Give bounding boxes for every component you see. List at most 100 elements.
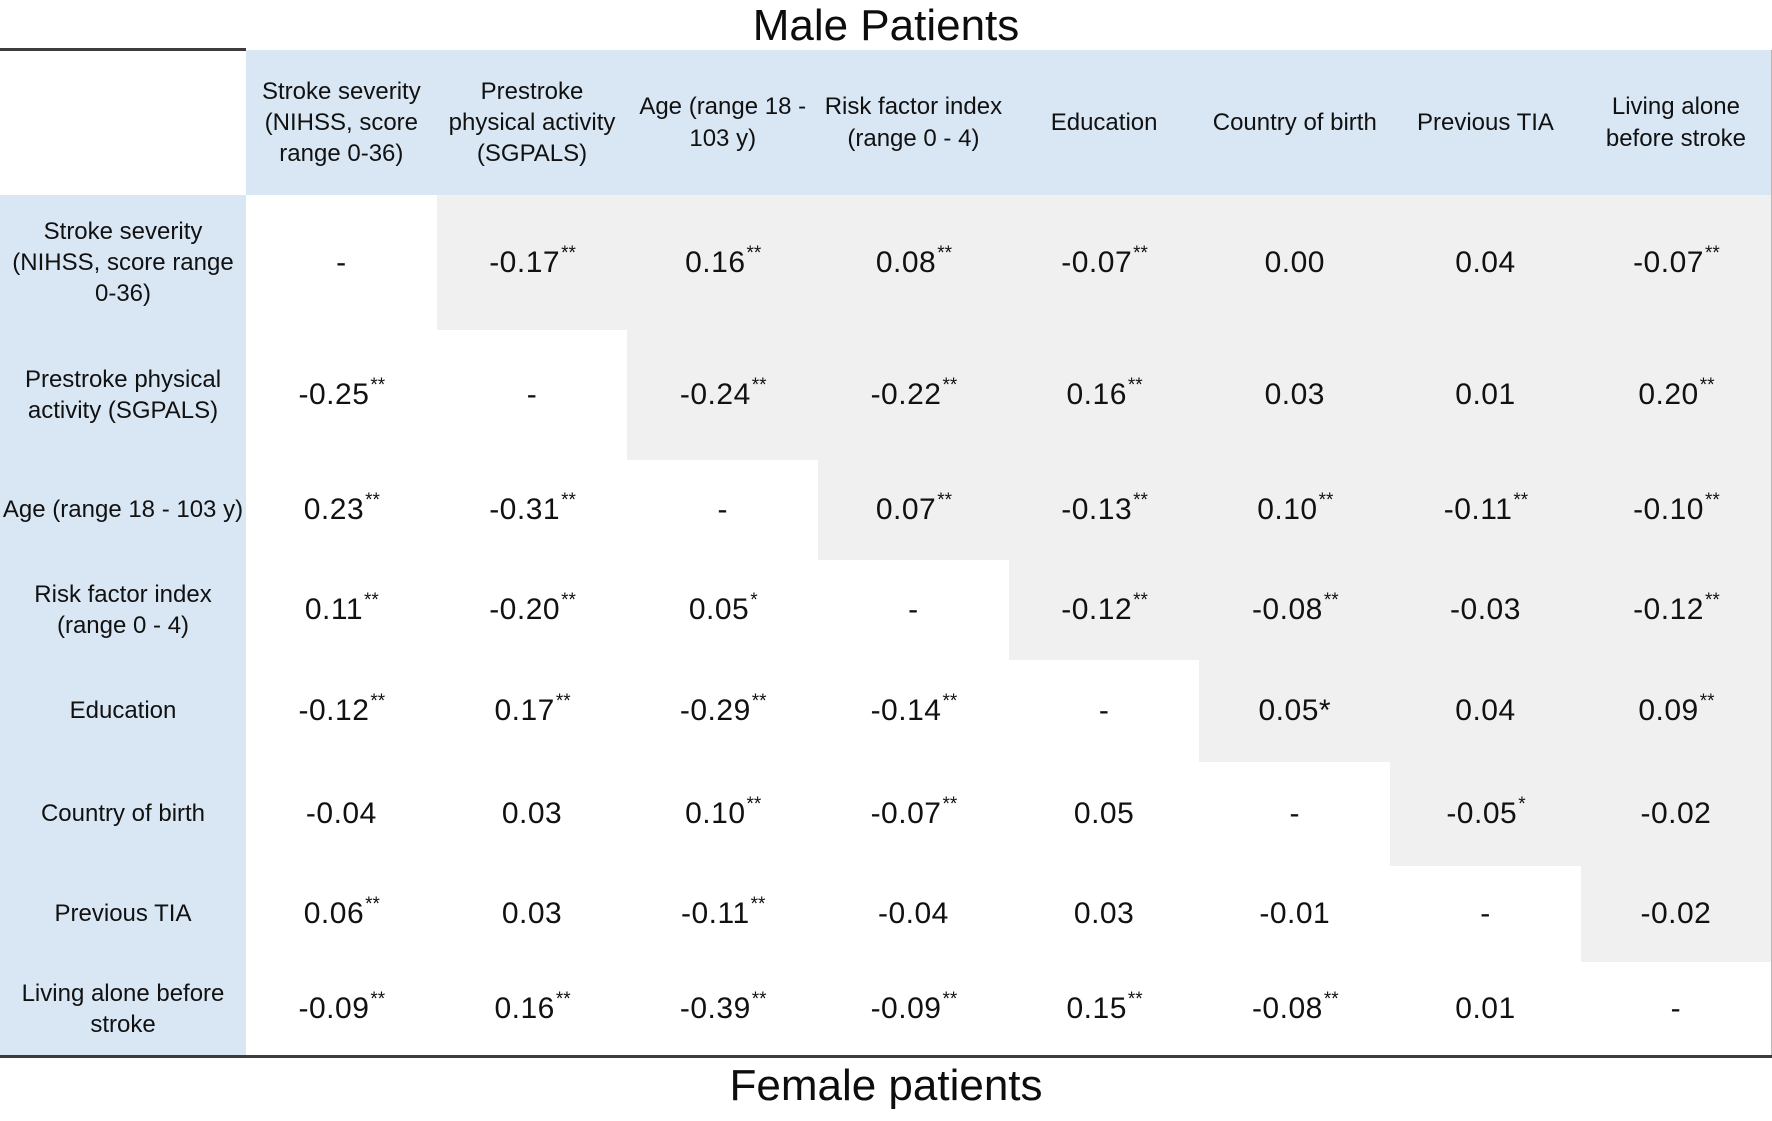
significance-asterisks: ** bbox=[1133, 490, 1148, 511]
correlation-cell: -0.31** bbox=[436, 460, 628, 560]
significance-asterisks: ** bbox=[1513, 490, 1529, 511]
correlation-cell: 0.23** bbox=[246, 460, 437, 560]
correlation-cell: -0.02 bbox=[1580, 762, 1772, 866]
significance-asterisks: ** bbox=[370, 989, 386, 1010]
correlation-cell: 0.04 bbox=[1390, 660, 1581, 762]
correlation-value: -0.31 bbox=[489, 493, 561, 526]
column-header: Prestroke physical activity (SGPALS) bbox=[436, 50, 628, 195]
top-left-rule bbox=[0, 48, 246, 51]
correlation-value: 0.20 bbox=[1638, 378, 1699, 411]
row-label: Education bbox=[0, 660, 246, 762]
table-row: Living alone before stroke -0.09** 0.16** -… bbox=[0, 962, 1772, 1056]
row-label: Age (range 18 - 103 y) bbox=[0, 460, 246, 560]
table-row: Risk factor index (range 0 - 4) 0.11** -0.… bbox=[0, 560, 1772, 660]
significance-asterisks: ** bbox=[1704, 242, 1720, 264]
table-row: Age (range 18 - 103 y) 0.23** -0.31** -0.07… bbox=[0, 460, 1772, 560]
correlation-cell: 0.00 bbox=[1199, 195, 1391, 330]
correlation-value: 0.23 bbox=[303, 493, 365, 526]
correlation-cell: -0.11** bbox=[1390, 460, 1581, 560]
diagonal-cell: - bbox=[436, 330, 628, 460]
correlation-value: -0.13 bbox=[1061, 493, 1133, 526]
correlation-cell: -0.09** bbox=[246, 962, 437, 1056]
correlation-cell: 0.15** bbox=[1008, 962, 1200, 1056]
significance-asterisks: ** bbox=[365, 490, 380, 511]
significance-asterisks: ** bbox=[1323, 989, 1339, 1010]
significance-asterisks: ** bbox=[942, 691, 958, 712]
correlation-cell: 0.09** bbox=[1580, 660, 1772, 762]
diagonal-cell: - bbox=[818, 560, 1009, 660]
significance-asterisks: ** bbox=[942, 375, 958, 396]
correlation-cell: -0.39** bbox=[627, 962, 819, 1056]
correlation-value: 0.17 bbox=[494, 694, 555, 727]
significance-asterisks: ** bbox=[1133, 242, 1148, 264]
significance-asterisks: ** bbox=[942, 794, 958, 815]
significance-asterisks: ** bbox=[751, 375, 767, 396]
significance-asterisks: ** bbox=[364, 590, 379, 611]
correlation-cell: -0.10** bbox=[1580, 460, 1772, 560]
column-header: Risk factor index (range 0 - 4) bbox=[818, 50, 1009, 195]
correlation-cell: 0.03 bbox=[436, 762, 628, 866]
correlation-value: 0.07 bbox=[875, 493, 937, 526]
significance-asterisks: ** bbox=[751, 989, 767, 1010]
row-label: Living alone before stroke bbox=[0, 962, 246, 1056]
correlation-value: 0.16 bbox=[685, 245, 746, 279]
correlation-cell: -0.24** bbox=[627, 330, 819, 460]
correlation-cell: 0.16** bbox=[627, 195, 819, 330]
correlation-cell: -0.05* bbox=[1390, 762, 1581, 866]
corner-cell bbox=[0, 50, 246, 195]
table-row: Previous TIA 0.06** 0.03 -0.11** -0.04 0.03 -0… bbox=[0, 866, 1772, 962]
correlation-value: 0.10 bbox=[685, 797, 746, 830]
correlation-cell: -0.01 bbox=[1199, 866, 1391, 962]
correlation-cell: 0.03 bbox=[1199, 330, 1391, 460]
correlation-cell: -0.08** bbox=[1199, 560, 1391, 660]
row-label: Risk factor index (range 0 - 4) bbox=[0, 560, 246, 660]
correlation-cell: 0.07** bbox=[818, 460, 1009, 560]
correlation-cell: -0.25** bbox=[246, 330, 437, 460]
correlation-cell: -0.13** bbox=[1008, 460, 1200, 560]
correlation-value: 0.11 bbox=[304, 593, 364, 626]
correlation-cell: -0.20** bbox=[436, 560, 628, 660]
significance-asterisks: ** bbox=[750, 894, 766, 915]
correlation-cell: 0.05* bbox=[627, 560, 819, 660]
correlation-value: -0.20 bbox=[489, 593, 561, 626]
significance-asterisks: ** bbox=[370, 691, 386, 712]
correlation-value: -0.08 bbox=[1251, 992, 1323, 1025]
column-header: Education bbox=[1008, 50, 1200, 195]
correlation-value: -0.12 bbox=[298, 694, 370, 727]
correlation-cell: -0.03 bbox=[1390, 560, 1581, 660]
correlation-cell: 0.10** bbox=[1199, 460, 1391, 560]
diagonal-cell: - bbox=[1580, 962, 1772, 1056]
column-header: Stroke severity (NIHSS, score range 0-36… bbox=[246, 50, 437, 195]
table-row: Education -0.12** 0.17** -0.29** -0.14** -0.0… bbox=[0, 660, 1772, 762]
correlation-value: -0.07 bbox=[1061, 245, 1133, 279]
row-label: Previous TIA bbox=[0, 866, 246, 962]
correlation-value: -0.11 bbox=[680, 897, 750, 930]
diagonal-cell: - bbox=[246, 195, 437, 330]
correlation-cell: 0.01 bbox=[1390, 330, 1581, 460]
significance-asterisks: ** bbox=[1699, 691, 1715, 712]
significance-asterisks: ** bbox=[751, 691, 767, 712]
column-header: Age (range 18 - 103 y) bbox=[627, 50, 819, 195]
correlation-value: -0.10 bbox=[1633, 493, 1704, 526]
diagonal-cell: - bbox=[627, 460, 819, 560]
correlation-cell: 0.17** bbox=[436, 660, 628, 762]
correlation-cell: -0.07** bbox=[818, 762, 1009, 866]
correlation-cell: 0.11** bbox=[246, 560, 437, 660]
correlation-cell: -0.04 bbox=[818, 866, 1009, 962]
bottom-rule bbox=[0, 1055, 1772, 1058]
significance-asterisks: ** bbox=[1133, 590, 1148, 611]
correlation-cell: -0.07** bbox=[1580, 195, 1772, 330]
correlation-value: -0.05 bbox=[1446, 797, 1518, 830]
correlation-value: -0.11 bbox=[1443, 493, 1513, 526]
correlation-cell: 0.03 bbox=[1008, 866, 1200, 962]
correlation-value: -0.09 bbox=[298, 992, 370, 1025]
significance-asterisks: ** bbox=[1318, 490, 1334, 511]
correlation-value: -0.09 bbox=[870, 992, 942, 1025]
correlation-value: -0.14 bbox=[870, 694, 942, 727]
diagonal-cell: - bbox=[1390, 866, 1581, 962]
diagonal-cell: - bbox=[1199, 762, 1391, 866]
significance-asterisks: ** bbox=[937, 242, 952, 264]
diagonal-cell: - bbox=[1008, 660, 1200, 762]
correlation-cell: -0.17** bbox=[436, 195, 628, 330]
significance-asterisks: ** bbox=[1704, 590, 1720, 611]
